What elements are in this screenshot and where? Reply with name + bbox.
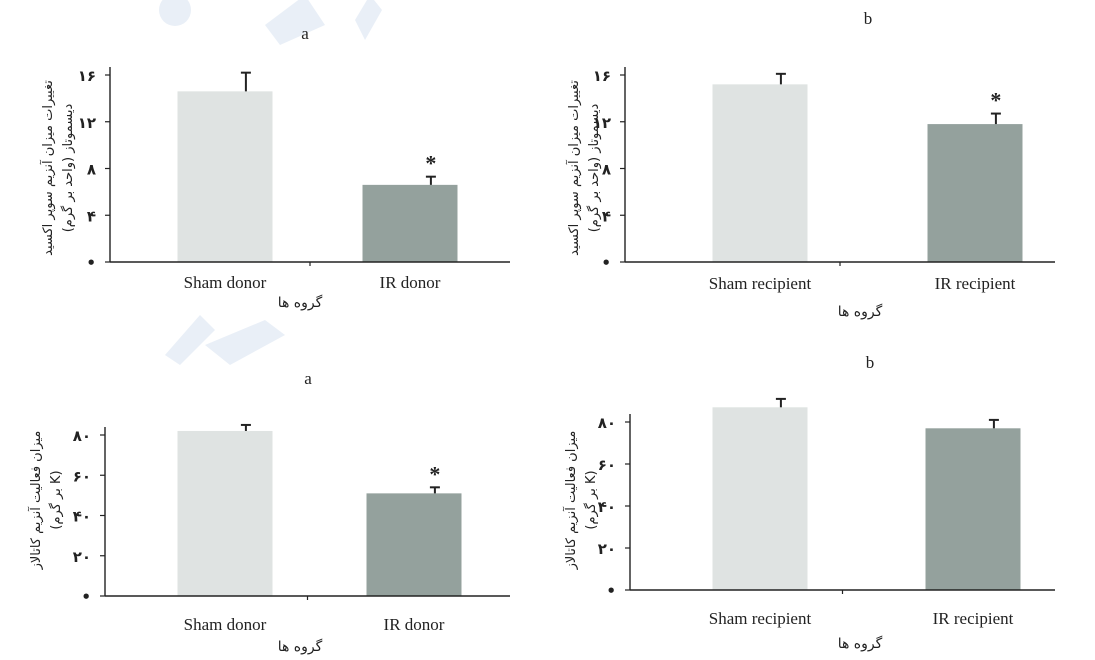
y-tick-label: • [81,588,91,606]
significance-marker: * [990,88,1001,113]
x-axis-title: گروه ها [838,635,883,652]
chart-panel-2: b Sham recipient * IR recipient • ۴ ۸ ۱۲ ۱۶ گروه … [565,9,1055,320]
y-tick-label: • [601,254,611,272]
y-tick-label: ۸ [602,161,611,179]
chart-panel-1: a Sham donor * IR donor • ۴ ۸ ۱۲ ۱۶ گروه ها تغییرا… [39,24,510,311]
y-tick-label: ۸ [87,161,96,179]
x-tick-label: IR recipient [933,609,1014,628]
y-axis-title: میزان فعالیت آنزیم کاتالاز (K بر گرم) [562,431,599,571]
bar [712,84,808,262]
bar [925,428,1021,590]
y-tick-label: ۴ [87,207,96,225]
y-tick-label: ۶۰ [73,467,91,485]
y-axis-title-line: میزان فعالیت آنزیم کاتالاز [562,431,579,571]
x-axis-title: گروه ها [838,303,883,320]
y-tick-label: ۸۰ [598,414,616,432]
bar [366,493,462,596]
y-axis-title-line: تغییرات میزان آنزیم سوپر اکسید [39,80,56,256]
watermark-logo [159,0,382,365]
x-tick-label: Sham donor [184,615,267,634]
y-tick-label: ۲۰ [598,540,616,558]
y-tick-label: ۶۰ [598,456,616,474]
x-axis-title: گروه ها [278,638,323,655]
chart-panel-4: b Sham recipient IR recipient • ۲۰ ۴۰ ۶۰ ۸۰ گروه… [562,353,1055,652]
bar [927,124,1023,263]
y-axis-title-line: (K بر گرم) [48,470,64,529]
x-tick-label: IR donor [380,273,441,292]
x-tick-label: Sham donor [184,273,267,292]
chart-title: b [866,353,875,372]
charts-layer: a Sham donor * IR donor • ۴ ۸ ۱۲ ۱۶ گروه ها تغییرا… [27,9,1055,655]
y-tick-label: ۱۶ [593,67,611,85]
y-axis-title: میزان فعالیت آنزیم کاتالاز (K بر گرم) [27,431,64,571]
x-tick-label: IR recipient [935,274,1016,293]
bar [177,430,273,596]
x-tick-label: Sham recipient [709,609,812,628]
y-tick-label: ۱۲ [78,114,96,132]
chart-title: b [864,9,873,28]
y-axis-title-line: تغییرات میزان آنزیم سوپر اکسید [565,80,582,256]
y-tick-label: ۴ [602,207,611,225]
y-axis-title: تغییرات میزان آنزیم سوپر اکسید دیسموتاز (… [565,80,602,256]
y-tick-label: ۴۰ [598,498,616,516]
y-axis-title-line: دیسموتاز (واحد بر گرم) [586,104,602,233]
bar [362,184,458,262]
y-tick-label: ۸۰ [73,427,91,445]
significance-marker: * [429,461,440,486]
y-tick-label: • [86,254,96,272]
chart-panel-3: a Sham donor * IR donor • ۲۰ ۴۰ ۶۰ ۸۰ گروه ها میزا… [27,369,510,655]
bar [177,91,273,262]
y-tick-label: ۱۲ [593,114,611,132]
y-axis-title: تغییرات میزان آنزیم سوپر اکسید دیسموتاز (… [39,80,76,256]
x-axis-title: گروه ها [278,294,323,311]
chart-title: a [304,369,312,388]
y-tick-label: • [606,582,616,600]
significance-marker: * [425,151,436,176]
y-tick-label: ۱۶ [78,67,96,85]
x-tick-label: Sham recipient [709,274,812,293]
bar [712,407,808,590]
chart-title: a [301,24,309,43]
y-axis-title-line: دیسموتاز (واحد بر گرم) [60,104,76,233]
y-axis-title-line: میزان فعالیت آنزیم کاتالاز [27,431,44,571]
y-tick-label: ۲۰ [73,548,91,566]
y-axis-title-line: (K بر گرم) [583,470,599,529]
y-tick-label: ۴۰ [73,508,91,526]
x-tick-label: IR donor [384,615,445,634]
